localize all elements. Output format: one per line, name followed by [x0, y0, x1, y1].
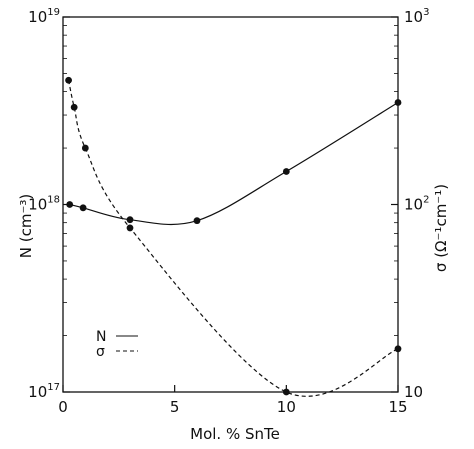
- y-right-tick-label: 10: [404, 383, 423, 401]
- x-tick-label: 0: [58, 398, 68, 416]
- y-left-axis-title: N (cm⁻³): [17, 194, 35, 258]
- y-left-tick-label: 1019: [28, 7, 60, 26]
- data-point: [79, 204, 87, 212]
- data-point: [66, 201, 74, 208]
- data-point: [70, 103, 78, 111]
- series-line: [68, 80, 399, 397]
- x-axis-title: Mol. % SnTe: [190, 425, 280, 443]
- plot-frame: [62, 16, 399, 393]
- data-point: [394, 99, 402, 106]
- legend-label: N: [96, 329, 106, 345]
- y-right-axis-title: σ (Ω⁻¹cm⁻¹): [432, 184, 450, 272]
- series-line: [69, 101, 399, 226]
- series-layer: [65, 76, 402, 397]
- y-right-tick-label: 103: [404, 7, 429, 26]
- data-point: [394, 345, 402, 353]
- legend: Nσ: [96, 329, 138, 360]
- plot-border: [62, 16, 399, 393]
- data-point: [65, 76, 72, 84]
- x-tick-label: 10: [277, 398, 296, 416]
- y-left-tick-label: 1017: [28, 382, 60, 401]
- data-point: [126, 224, 134, 232]
- legend-label: σ: [96, 344, 105, 360]
- y-left-tick-label: 1018: [28, 195, 60, 214]
- series-sigma: [65, 76, 402, 397]
- data-point: [81, 144, 89, 152]
- y-right-axis-ticks: 103 102 10: [391, 7, 429, 401]
- x-tick-label: 5: [170, 398, 180, 416]
- data-point: [126, 216, 134, 224]
- x-tick-label: 15: [388, 398, 407, 416]
- data-point: [193, 217, 201, 225]
- y-left-axis-ticks: 1019 1018 1017: [28, 7, 70, 401]
- data-point: [282, 168, 290, 175]
- x-axis-ticks: 0 5 10 15: [58, 385, 408, 416]
- data-point: [282, 388, 290, 396]
- series-N: [66, 99, 402, 226]
- y-right-tick-label: 102: [404, 195, 429, 214]
